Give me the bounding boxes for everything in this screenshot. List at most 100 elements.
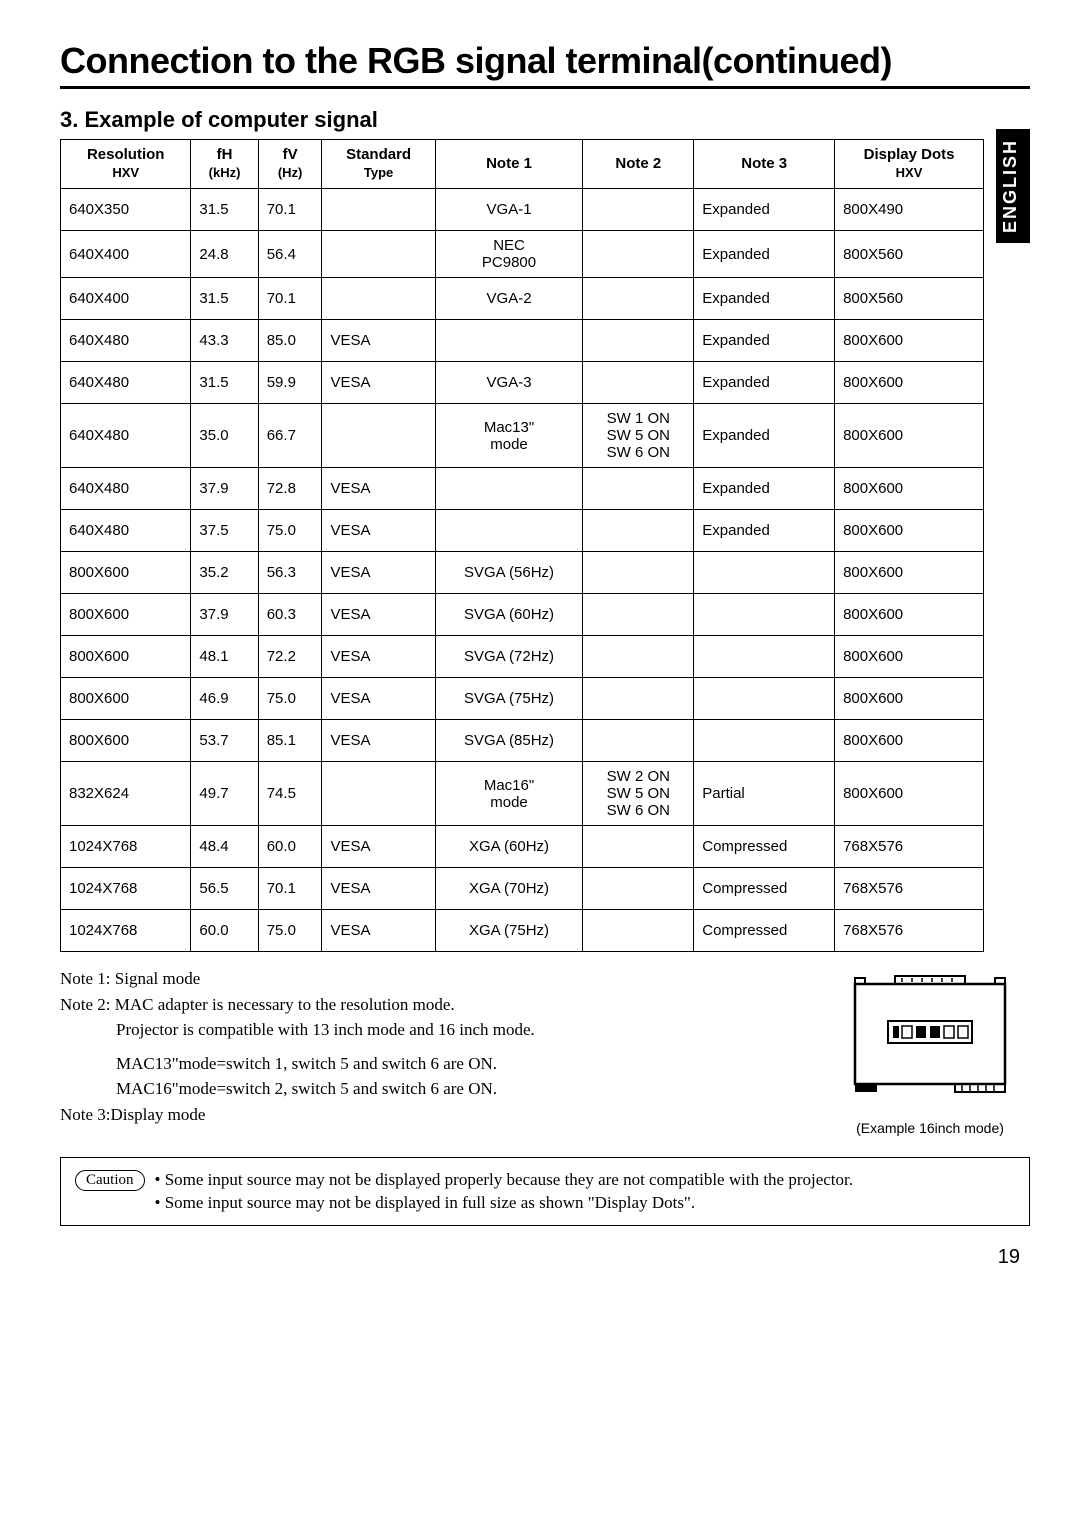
table-cell [435, 510, 583, 552]
table-cell [694, 720, 835, 762]
table-cell: Expanded [694, 362, 835, 404]
table-cell: VESA [322, 320, 435, 362]
language-tab: ENGLISH [996, 129, 1030, 243]
table-cell: VESA [322, 594, 435, 636]
table-cell: 800X600 [835, 320, 984, 362]
table-cell: 800X560 [835, 231, 984, 278]
table-cell [583, 510, 694, 552]
notes-block: Note 1: Signal mode Note 2: MAC adapter … [60, 966, 1030, 1139]
table-cell: SVGA (60Hz) [435, 594, 583, 636]
table-cell: 800X600 [835, 636, 984, 678]
table-cell: 75.0 [258, 678, 322, 720]
table-cell: 59.9 [258, 362, 322, 404]
table-cell: SVGA (75Hz) [435, 678, 583, 720]
table-cell: 640X480 [61, 404, 191, 468]
table-cell [322, 189, 435, 231]
table-cell: 85.1 [258, 720, 322, 762]
table-cell: Expanded [694, 404, 835, 468]
table-cell: 72.2 [258, 636, 322, 678]
table-cell: 49.7 [191, 762, 258, 826]
table-cell: VESA [322, 826, 435, 868]
table-cell: NECPC9800 [435, 231, 583, 278]
adapter-icon [840, 966, 1020, 1106]
table-cell [694, 594, 835, 636]
note-2: Note 2: MAC adapter is necessary to the … [60, 992, 810, 1018]
table-cell: VESA [322, 720, 435, 762]
table-cell [583, 362, 694, 404]
table-cell: 31.5 [191, 362, 258, 404]
section-title: 3. Example of computer signal [60, 107, 984, 133]
table-cell: 800X600 [835, 362, 984, 404]
table-cell: 53.7 [191, 720, 258, 762]
table-cell [322, 231, 435, 278]
table-cell: 60.3 [258, 594, 322, 636]
caution-bullet-2: • Some input source may not be displayed… [155, 1191, 1016, 1215]
table-cell: SVGA (56Hz) [435, 552, 583, 594]
table-cell: 75.0 [258, 510, 322, 552]
table-cell: VGA-2 [435, 278, 583, 320]
table-cell [583, 189, 694, 231]
caution-label: Caution [75, 1170, 145, 1191]
table-cell: Compressed [694, 868, 835, 910]
table-header: fV(Hz) [258, 140, 322, 189]
table-row: 800X60037.960.3VESASVGA (60Hz)800X600 [61, 594, 984, 636]
table-cell [583, 231, 694, 278]
table-row: 640X48037.972.8VESAExpanded800X600 [61, 468, 984, 510]
table-row: 640X48043.385.0VESAExpanded800X600 [61, 320, 984, 362]
table-cell [694, 552, 835, 594]
table-cell: 70.1 [258, 189, 322, 231]
table-cell: 640X480 [61, 468, 191, 510]
table-cell: 832X624 [61, 762, 191, 826]
caution-box: Caution • Some input source may not be d… [60, 1157, 1030, 1227]
table-cell: 640X480 [61, 362, 191, 404]
table-cell [583, 636, 694, 678]
table-cell: 800X600 [61, 552, 191, 594]
table-cell: 70.1 [258, 868, 322, 910]
table-cell: 56.4 [258, 231, 322, 278]
table-cell [583, 910, 694, 952]
table-cell: 640X350 [61, 189, 191, 231]
table-cell [435, 468, 583, 510]
table-row: 640X48037.575.0VESAExpanded800X600 [61, 510, 984, 552]
table-cell [583, 552, 694, 594]
table-row: 800X60048.172.2VESASVGA (72Hz)800X600 [61, 636, 984, 678]
table-cell: Expanded [694, 468, 835, 510]
table-cell: 70.1 [258, 278, 322, 320]
table-row: 800X60053.785.1VESASVGA (85Hz)800X600 [61, 720, 984, 762]
table-header: fH(kHz) [191, 140, 258, 189]
table-cell [583, 320, 694, 362]
table-cell: VESA [322, 868, 435, 910]
table-cell: 60.0 [191, 910, 258, 952]
table-cell: 1024X768 [61, 868, 191, 910]
note-2c: MAC13"mode=switch 1, switch 5 and switch… [60, 1051, 810, 1077]
table-header: Note 2 [583, 140, 694, 189]
note-3: Note 3:Display mode [60, 1102, 810, 1128]
table-cell: Mac16"mode [435, 762, 583, 826]
page-title: Connection to the RGB signal terminal(co… [60, 40, 1030, 89]
caution-bullet-1: • Some input source may not be displayed… [155, 1168, 1016, 1192]
table-cell: 56.3 [258, 552, 322, 594]
table-row: 1024X76856.570.1VESAXGA (70Hz)Compressed… [61, 868, 984, 910]
table-header: ResolutionHXV [61, 140, 191, 189]
table-cell: 768X576 [835, 868, 984, 910]
table-cell [694, 636, 835, 678]
table-cell: 72.8 [258, 468, 322, 510]
table-header: Note 3 [694, 140, 835, 189]
table-cell: 800X600 [835, 594, 984, 636]
table-cell: 800X600 [61, 678, 191, 720]
table-cell [583, 278, 694, 320]
table-row: 832X62449.774.5Mac16"modeSW 2 ONSW 5 ONS… [61, 762, 984, 826]
table-row: 800X60046.975.0VESASVGA (75Hz)800X600 [61, 678, 984, 720]
table-cell: 800X600 [835, 720, 984, 762]
table-header: StandardType [322, 140, 435, 189]
table-row: 800X60035.256.3VESASVGA (56Hz)800X600 [61, 552, 984, 594]
adapter-caption: (Example 16inch mode) [830, 1118, 1030, 1139]
table-cell: 800X600 [835, 552, 984, 594]
table-cell: VESA [322, 636, 435, 678]
table-cell [583, 678, 694, 720]
table-cell: SVGA (72Hz) [435, 636, 583, 678]
table-cell: 43.3 [191, 320, 258, 362]
table-cell: VESA [322, 468, 435, 510]
table-cell: SVGA (85Hz) [435, 720, 583, 762]
table-cell: 640X480 [61, 320, 191, 362]
